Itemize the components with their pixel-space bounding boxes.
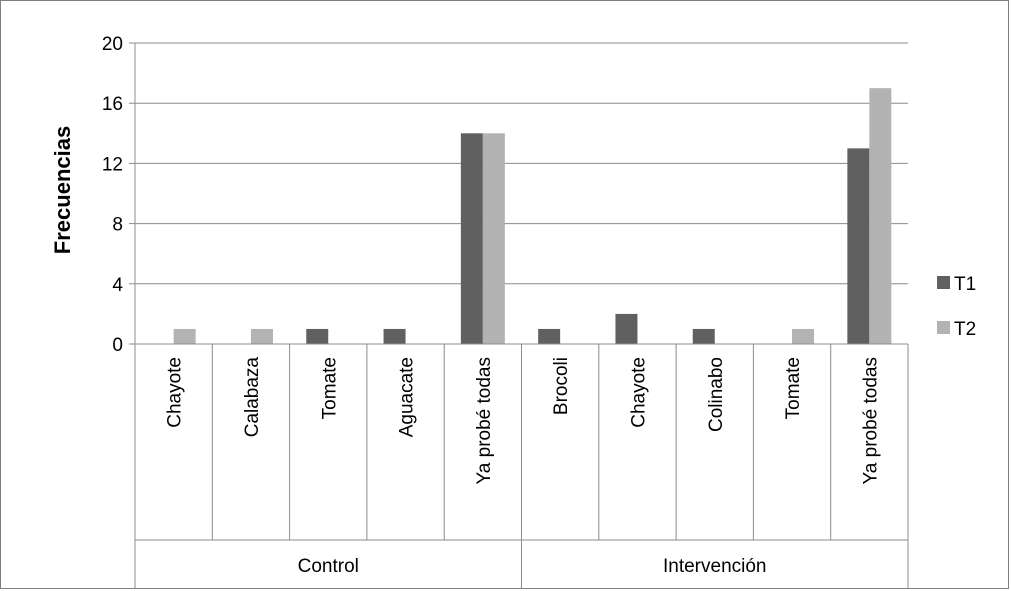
x-category-label: Colinabo	[706, 357, 727, 432]
x-category-label: Ya probé todas	[860, 357, 881, 484]
legend-swatch-t2	[937, 321, 950, 334]
gridlines	[129, 42, 908, 345]
bar-t1	[306, 328, 329, 344]
x-category-label: Brocoli	[551, 357, 572, 415]
x-category-label: Tomate	[783, 357, 804, 419]
legend-label-t2: T2	[954, 319, 976, 340]
legend: T1 T2	[937, 274, 976, 340]
x-group-labels: Control Intervención	[298, 556, 767, 577]
x-category-label: Tomate	[319, 357, 340, 419]
y-tick-label: 20	[102, 34, 123, 55]
bar-t1	[692, 328, 715, 344]
y-tick-label: 12	[102, 154, 123, 175]
x-group-label: Control	[298, 556, 359, 577]
legend-swatch-t1	[937, 276, 950, 289]
y-axis-label: Frecuencias	[50, 126, 75, 254]
bar-t2	[792, 328, 815, 344]
bar-t1	[847, 148, 870, 344]
bar-t1	[383, 328, 406, 344]
y-tick-labels: 0 4 8 12 16 20	[102, 34, 124, 356]
x-group-label: Intervención	[663, 556, 767, 577]
y-tick-label: 8	[112, 215, 123, 236]
bar-t1	[538, 328, 561, 344]
bar-t1	[615, 313, 638, 344]
x-category-label: Chayote	[628, 357, 649, 428]
bar-t2	[482, 133, 505, 344]
y-tick-label: 16	[102, 94, 123, 115]
y-tick-label: 0	[112, 335, 123, 356]
x-category-label: Chayote	[165, 357, 186, 428]
bar-t2	[173, 328, 196, 344]
bars	[173, 88, 892, 345]
bar-t1	[460, 133, 483, 344]
bar-t2	[869, 88, 892, 345]
legend-label-t1: T1	[954, 274, 976, 295]
axes	[134, 43, 909, 588]
x-category-labels: Chayote Calabaza Tomate Aguacate Ya probé to…	[165, 357, 882, 485]
x-category-label: Aguacate	[397, 357, 418, 437]
x-category-label: Ya probé todas	[474, 357, 495, 484]
y-tick-label: 4	[112, 275, 123, 296]
x-category-label: Calabaza	[242, 357, 263, 438]
bar-t2	[250, 328, 273, 344]
